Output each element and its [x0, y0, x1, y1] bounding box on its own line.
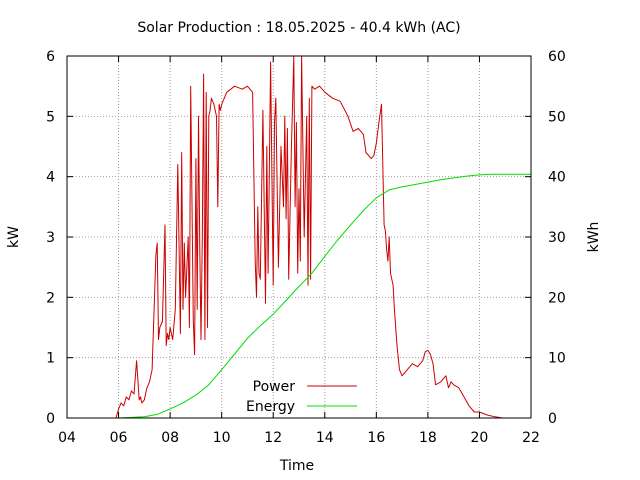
x-tick-label: 04: [58, 430, 76, 446]
x-tick-label: 08: [161, 430, 179, 446]
y-tick-label: 6: [46, 49, 55, 65]
y-tick-label: 1: [46, 351, 55, 367]
x-tick-label: 18: [419, 430, 437, 446]
y2-tick-label: 50: [548, 109, 566, 125]
y2-tick-label: 10: [548, 351, 566, 367]
x-tick-label: 20: [471, 430, 489, 446]
chart-title: Solar Production : 18.05.2025 - 40.4 kWh…: [137, 20, 460, 36]
y-tick-label: 4: [46, 170, 55, 186]
x-tick-label: 06: [110, 430, 128, 446]
y2-tick-label: 0: [548, 411, 557, 427]
y2-tick-label: 20: [548, 290, 566, 306]
legend-label-energy: Energy: [246, 399, 295, 415]
y-tick-label: 3: [46, 230, 55, 246]
x-tick-label: 22: [522, 430, 540, 446]
x-axis-title: Time: [279, 458, 314, 474]
y-tick-label: 5: [46, 109, 55, 125]
legend-label-power: Power: [253, 379, 296, 395]
y-axis-title: kW: [6, 226, 22, 248]
legend: Power Energy: [246, 379, 357, 415]
y2-axis-title: kWh: [586, 222, 602, 253]
y2-tick-label: 40: [548, 170, 566, 186]
y-tick-label: 0: [46, 411, 55, 427]
x-tick-label: 14: [316, 430, 334, 446]
x-tick-label: 16: [367, 430, 385, 446]
y2-tick-label: 30: [548, 230, 566, 246]
y2-tick-label: 60: [548, 49, 566, 65]
y-tick-label: 2: [46, 290, 55, 306]
x-tick-label: 12: [264, 430, 282, 446]
x-tick-label: 10: [213, 430, 231, 446]
